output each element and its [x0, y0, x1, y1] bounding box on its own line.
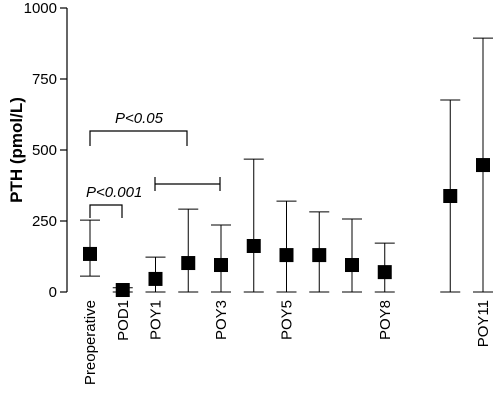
marker	[476, 158, 490, 173]
y-tick-label: 250	[32, 213, 57, 230]
marker	[214, 258, 228, 273]
bracket	[89, 130, 188, 146]
marker	[148, 271, 163, 286]
x-tick-label: POY5	[279, 300, 296, 340]
y-axis-label: PTH (pmol/L)	[7, 97, 26, 203]
bracket	[89, 204, 123, 218]
marker	[377, 265, 392, 280]
x-tick-label: Preoperative	[82, 300, 99, 385]
y-tick-label: 500	[32, 142, 57, 159]
x-tick-label: POY1	[148, 300, 165, 340]
marker	[115, 283, 130, 298]
bracket	[154, 177, 221, 191]
annotation: P<0.001	[86, 184, 142, 201]
annotation: P<0.05	[115, 110, 164, 127]
marker	[181, 256, 196, 271]
x-tick-label: POY11	[475, 300, 492, 347]
marker	[83, 246, 97, 261]
y-tick-label: 0	[49, 284, 57, 301]
marker	[443, 189, 458, 204]
marker	[279, 248, 294, 263]
x-tick-label: POD1	[115, 300, 132, 341]
marker	[246, 238, 261, 253]
marker	[312, 248, 327, 263]
y-tick-label: 1000	[24, 0, 57, 17]
x-tick-label: POY8	[377, 300, 394, 340]
marker	[345, 258, 359, 273]
y-tick-label: 750	[32, 71, 57, 88]
x-tick-label: POY3	[213, 300, 230, 340]
